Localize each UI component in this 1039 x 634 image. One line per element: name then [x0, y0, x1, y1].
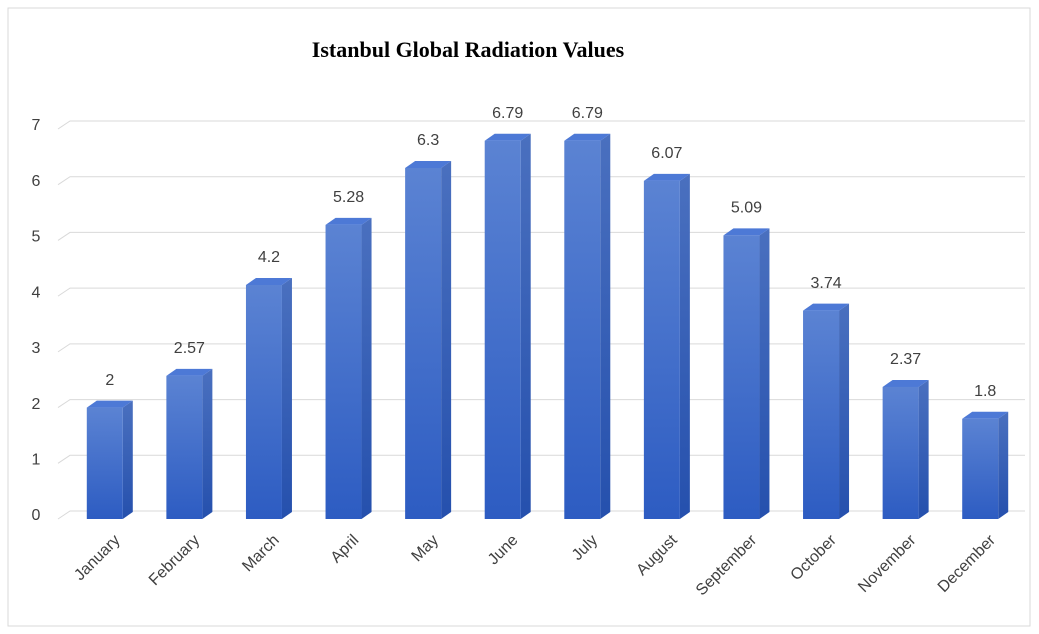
bar-front: [723, 235, 760, 519]
value-label: 6.07: [651, 145, 682, 162]
bar-side: [361, 217, 372, 520]
bar: [484, 133, 531, 519]
grid-line: [57, 287, 1025, 297]
value-label: 6.79: [492, 105, 523, 122]
bar-front: [405, 168, 442, 519]
bar: [723, 228, 770, 519]
y-tick-label: 6: [32, 173, 41, 190]
bar: [962, 411, 1009, 519]
y-tick-label: 4: [32, 284, 41, 301]
bar-side: [122, 400, 133, 519]
bar: [86, 400, 133, 519]
bar-side: [759, 228, 770, 519]
value-label: 6.79: [572, 105, 603, 122]
bar: [564, 133, 611, 519]
y-tick-label: 7: [32, 117, 41, 134]
bar-front: [643, 180, 680, 520]
bar-side: [520, 133, 531, 519]
bar-top: [325, 217, 372, 225]
bar-side: [839, 303, 850, 519]
y-tick-label: 0: [32, 507, 41, 524]
grid-line: [57, 176, 1025, 186]
bar-side: [918, 379, 929, 519]
bar: [643, 173, 690, 520]
bar-side: [281, 278, 292, 519]
value-label: 4.2: [258, 249, 280, 266]
value-label: 5.28: [333, 189, 364, 206]
bar: [166, 368, 213, 519]
bar: [803, 303, 850, 519]
bar: [405, 161, 452, 519]
bar-top: [245, 278, 292, 285]
bar-front: [803, 310, 840, 519]
bar-top: [882, 379, 929, 387]
grid-line: [57, 231, 1025, 241]
bar: [882, 379, 929, 519]
value-label: 3.74: [810, 275, 841, 292]
bar-top: [643, 173, 690, 181]
bar-top: [723, 228, 770, 236]
grid-line: [57, 454, 1025, 464]
bar-front: [962, 418, 999, 519]
bar-front: [166, 375, 203, 519]
bar: [245, 278, 292, 519]
bar-top: [803, 303, 850, 311]
bar-front: [325, 224, 362, 520]
bar-side: [679, 173, 690, 520]
grid-line: [57, 120, 1025, 130]
grid-line: [57, 510, 1025, 520]
bar-side: [202, 368, 213, 519]
y-tick-label: 1: [32, 452, 41, 469]
bar-top: [166, 368, 213, 376]
value-label: 6.3: [417, 132, 439, 149]
y-tick-label: 5: [32, 229, 41, 246]
chart-title: Istanbul Global Radiation Values: [312, 37, 625, 62]
bar-front: [245, 285, 282, 519]
bar-top: [405, 161, 452, 168]
grid-line: [57, 399, 1025, 408]
bar-top: [86, 400, 133, 408]
bar: [325, 217, 372, 520]
y-tick-label: 2: [32, 396, 41, 413]
bar-side: [600, 133, 611, 519]
value-label: 2: [105, 372, 114, 389]
bar-top: [962, 411, 1009, 419]
bar-side: [998, 411, 1009, 519]
bar-top: [564, 133, 611, 141]
bar-side: [441, 161, 452, 519]
y-tick-label: 3: [32, 340, 41, 357]
bar-front: [484, 140, 521, 519]
value-label: 2.57: [174, 340, 205, 357]
bar-front: [882, 386, 919, 519]
value-label: 1.8: [974, 383, 996, 400]
grid-line: [57, 343, 1025, 353]
bar-front: [86, 407, 123, 519]
bar-front: [564, 140, 601, 519]
value-label: 5.09: [731, 200, 762, 217]
bar-top: [484, 133, 531, 141]
value-label: 2.37: [890, 351, 921, 368]
